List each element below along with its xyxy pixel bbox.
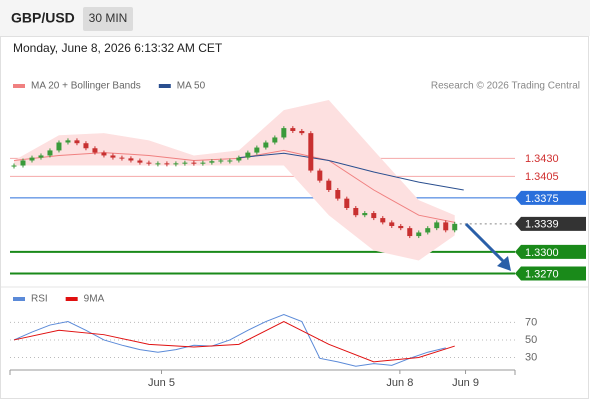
candle bbox=[236, 157, 242, 161]
candle bbox=[11, 165, 17, 167]
candle bbox=[398, 225, 404, 229]
candle bbox=[119, 157, 125, 159]
candle bbox=[74, 140, 80, 144]
bollinger-band bbox=[14, 100, 455, 261]
candle bbox=[209, 161, 215, 163]
interval[interactable]: 30 MIN bbox=[89, 11, 128, 25]
candle bbox=[326, 180, 332, 190]
candle bbox=[92, 148, 98, 153]
rsi-line bbox=[13, 320, 455, 363]
symbol: GBP/USD bbox=[11, 10, 75, 26]
x-tick-label: Jun 5 bbox=[148, 377, 175, 389]
level-label: 1.3405 bbox=[525, 171, 559, 183]
legend-swatch bbox=[65, 297, 78, 301]
candle bbox=[164, 163, 170, 165]
candle bbox=[29, 157, 35, 161]
candle bbox=[101, 152, 107, 156]
level-label: 1.3430 bbox=[525, 153, 559, 165]
candle bbox=[452, 223, 458, 231]
candle bbox=[335, 190, 341, 199]
rsi-line bbox=[13, 313, 446, 367]
candle bbox=[218, 160, 224, 162]
y-tick-label: 70 bbox=[525, 316, 537, 328]
legend-swatch bbox=[13, 84, 25, 88]
x-tick-label: Jun 9 bbox=[452, 377, 479, 389]
legend-label: 9MA bbox=[84, 294, 105, 305]
candle bbox=[20, 160, 26, 166]
ma-line bbox=[238, 152, 464, 191]
level-tag bbox=[515, 190, 586, 205]
candle bbox=[146, 162, 152, 164]
credit: Research © 2026 Trading Central bbox=[431, 81, 580, 92]
candle bbox=[362, 213, 368, 216]
level-tag bbox=[515, 216, 586, 231]
candle bbox=[272, 137, 278, 143]
candle bbox=[83, 143, 89, 149]
candle bbox=[65, 140, 71, 143]
candle bbox=[128, 158, 134, 161]
y-tick-label: 30 bbox=[525, 351, 537, 363]
candle bbox=[191, 162, 197, 164]
candle bbox=[56, 142, 62, 151]
level-label: 1.3270 bbox=[525, 268, 559, 280]
candle bbox=[308, 133, 314, 171]
arrow-head bbox=[497, 256, 511, 271]
candle bbox=[389, 222, 395, 226]
candle bbox=[200, 162, 206, 164]
frame bbox=[0, 36, 589, 399]
candle bbox=[182, 162, 188, 164]
level-label: 1.3339 bbox=[525, 219, 559, 231]
x-tick-label: Jun 8 bbox=[386, 377, 413, 389]
candle bbox=[443, 222, 449, 231]
legend-swatch bbox=[13, 297, 25, 301]
candle bbox=[317, 170, 323, 181]
candle bbox=[299, 130, 305, 134]
candle bbox=[173, 163, 179, 165]
candle bbox=[245, 152, 251, 158]
candle bbox=[137, 160, 143, 163]
timestamp: Monday, June 8, 2026 6:13:32 AM CET bbox=[13, 41, 223, 55]
candle bbox=[371, 213, 377, 219]
level-label: 1.3375 bbox=[525, 193, 559, 205]
legend-swatch bbox=[158, 84, 171, 88]
y-tick-label: 50 bbox=[525, 334, 537, 346]
candle bbox=[47, 150, 53, 156]
legend-label: MA 20 + Bollinger Bands bbox=[31, 81, 141, 92]
candle bbox=[155, 163, 161, 165]
candle bbox=[254, 147, 260, 153]
legend-label: MA 50 bbox=[177, 81, 206, 92]
arrow bbox=[464, 222, 508, 266]
candle bbox=[434, 222, 440, 229]
candle bbox=[425, 228, 431, 233]
candle bbox=[227, 160, 233, 162]
legend-label: RSI bbox=[31, 294, 48, 305]
candle bbox=[263, 142, 269, 148]
candle bbox=[407, 228, 413, 237]
candle bbox=[281, 128, 287, 138]
candle bbox=[353, 207, 359, 216]
interval-badge[interactable] bbox=[83, 7, 133, 31]
candle bbox=[416, 232, 422, 237]
level-tag bbox=[515, 244, 586, 259]
candle bbox=[38, 155, 44, 158]
candle bbox=[110, 155, 116, 158]
candle bbox=[380, 218, 386, 223]
candle bbox=[344, 198, 350, 208]
level-label: 1.3300 bbox=[525, 247, 559, 259]
candle bbox=[290, 128, 296, 131]
charts: MA 20 + Bollinger Bands MA 50 1.3430 1.3405… bbox=[9, 81, 586, 389]
level-tag bbox=[515, 266, 586, 281]
